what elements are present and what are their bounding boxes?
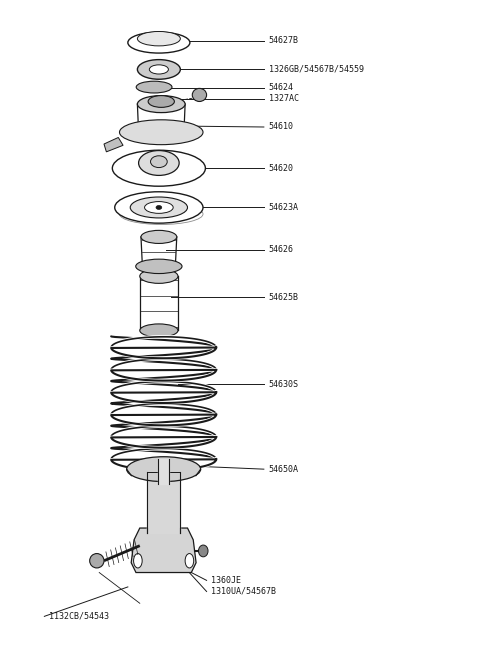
Ellipse shape (90, 554, 104, 568)
Polygon shape (104, 137, 123, 152)
Text: 54610: 54610 (269, 122, 294, 131)
Ellipse shape (112, 150, 205, 186)
Ellipse shape (144, 202, 173, 214)
Ellipse shape (148, 96, 174, 107)
Ellipse shape (137, 96, 185, 112)
Ellipse shape (136, 81, 172, 93)
Ellipse shape (128, 32, 190, 53)
Ellipse shape (156, 206, 162, 210)
Text: 54625B: 54625B (269, 292, 299, 302)
Polygon shape (131, 528, 196, 572)
Ellipse shape (115, 192, 203, 223)
Text: 1360JE: 1360JE (211, 576, 241, 585)
Ellipse shape (137, 60, 180, 79)
Ellipse shape (141, 231, 177, 244)
Ellipse shape (127, 457, 201, 482)
Text: 54623A: 54623A (269, 203, 299, 212)
Text: 1327AC: 1327AC (269, 95, 299, 103)
Text: 54626: 54626 (269, 246, 294, 254)
Ellipse shape (137, 32, 180, 46)
Text: 54650A: 54650A (269, 464, 299, 474)
Ellipse shape (130, 197, 188, 218)
Text: 1132CB/54543: 1132CB/54543 (49, 612, 109, 621)
Text: 1326GB/54567B/54559: 1326GB/54567B/54559 (269, 64, 364, 74)
Ellipse shape (185, 554, 194, 568)
Text: 54620: 54620 (269, 164, 294, 173)
Ellipse shape (139, 150, 179, 175)
Text: 1310UA/54567B: 1310UA/54567B (211, 587, 276, 596)
Ellipse shape (151, 156, 167, 168)
Ellipse shape (140, 324, 178, 337)
Text: 54630S: 54630S (269, 380, 299, 388)
Ellipse shape (192, 89, 206, 101)
Ellipse shape (120, 120, 203, 145)
Text: 54624: 54624 (269, 83, 294, 92)
Text: 54627B: 54627B (269, 36, 299, 45)
Ellipse shape (140, 269, 178, 283)
Ellipse shape (136, 259, 182, 273)
Ellipse shape (133, 554, 142, 568)
Ellipse shape (199, 545, 208, 557)
Ellipse shape (149, 65, 168, 74)
